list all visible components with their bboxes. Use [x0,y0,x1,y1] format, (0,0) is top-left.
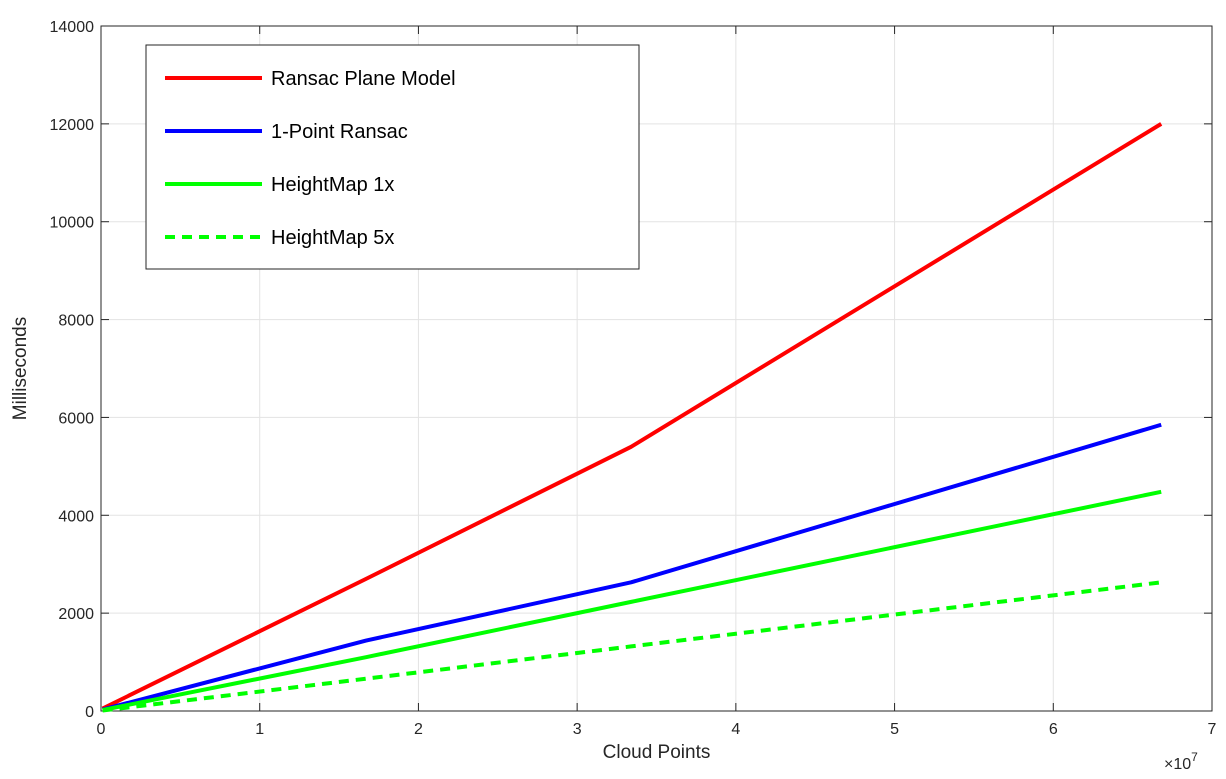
y-tick-label: 4000 [58,508,94,525]
x-axis-exponent-base: ×10 [1164,756,1191,773]
y-tick-label: 10000 [50,215,95,232]
x-tick-label: 1 [255,721,264,738]
series-line-ransac-plane-model [101,122,1163,711]
plot-frame [100,25,1213,712]
series-line-1-point-ransac [102,422,1162,712]
legend-box [145,44,640,270]
axis-ticks: 0 1 2 3 4 5 6 7 0 2000 4000 6000 8000 10000 12000 14000 [50,19,1217,738]
series-lines [101,122,1163,713]
legend-label: HeightMap 1x [271,174,394,196]
x-tick-label: 5 [890,721,899,738]
x-tick-label: 7 [1208,721,1217,738]
x-axis-exponent: ×107 [1164,750,1198,773]
y-tick-label: 2000 [58,606,94,623]
legend: Ransac Plane Model 1-Point Ransac HeightMa… [145,44,640,270]
x-tick-label: 0 [97,721,106,738]
series-line-heightmap-5x [102,580,1162,713]
y-tick-label: 8000 [58,313,94,330]
y-tick-label: 6000 [58,410,94,427]
legend-label: 1-Point Ransac [271,121,408,143]
y-tick-label: 0 [85,704,94,721]
series-line-heightmap-1x [102,489,1162,712]
x-tick-label: 6 [1049,721,1058,738]
x-tick-label: 3 [573,721,582,738]
x-axis-exponent-power: 7 [1191,750,1198,764]
x-tick-label: 4 [731,721,740,738]
y-tick-label: 14000 [50,19,95,36]
legend-label: Ransac Plane Model [271,68,456,90]
y-axis-label: Milliseconds [10,317,31,420]
x-tick-label: 2 [414,721,423,738]
x-axis-label: Cloud Points [603,742,711,763]
legend-label: HeightMap 5x [271,227,394,249]
y-tick-label: 12000 [50,117,95,134]
